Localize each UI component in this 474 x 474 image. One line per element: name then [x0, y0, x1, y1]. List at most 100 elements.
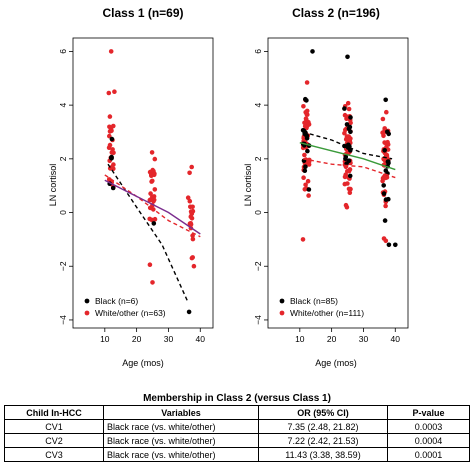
white-other-point	[344, 136, 350, 141]
class2-legend: Black (n=85) White/other (n=111)	[279, 296, 364, 318]
white-other-point	[384, 109, 389, 115]
white-other-point	[106, 90, 112, 96]
x-tick-label: 20	[327, 334, 337, 344]
class2-xlabel: Age (mos)	[315, 358, 357, 368]
purple-trajectory-line	[104, 179, 201, 235]
table-row: CV2 Black race (vs. white/other) 7.22 (2…	[4, 433, 470, 448]
green-trajectory-line	[299, 142, 396, 171]
white-other-point	[348, 136, 353, 141]
cell-p: 0.0004	[387, 433, 470, 448]
white-other-point	[152, 156, 158, 162]
white-other-point	[342, 181, 348, 187]
y-tick-label: −4	[253, 315, 263, 325]
header-or-ci: OR (95% CI)	[258, 405, 388, 420]
black-point	[345, 54, 350, 60]
x-tick-label: 10	[100, 334, 110, 344]
y-tick-label: −4	[58, 315, 68, 325]
white-other-point	[187, 198, 193, 204]
white-other-point	[302, 152, 307, 158]
white-other-point	[147, 197, 153, 203]
white-other-point	[190, 236, 196, 242]
white-other-point	[307, 157, 312, 163]
class1-title: Class 1 (n=69)	[102, 6, 183, 20]
white-other-point	[109, 164, 114, 170]
class1-xlabel: Age (mos)	[122, 358, 164, 368]
white-other-point	[385, 139, 390, 145]
class1-x-ticks: 10 20 30 40	[100, 328, 205, 344]
class2-legend-black-label: Black (n=85)	[290, 296, 338, 306]
table-row: CV1 Black race (vs. white/other) 7.35 (2…	[4, 419, 470, 434]
black-point	[382, 148, 388, 153]
cell-variable: Black race (vs. white/other)	[103, 433, 259, 448]
black-point	[109, 136, 115, 142]
class1-points	[106, 49, 197, 315]
white-other-point	[345, 100, 351, 106]
results-table: Child In-HCC Variables OR (95% CI) P-val…	[4, 405, 470, 462]
white-other-point	[149, 150, 155, 155]
black-point	[306, 187, 312, 192]
white-other-point	[383, 203, 388, 209]
header-variables: Variables	[103, 405, 259, 420]
y-tick-label: 4	[58, 102, 68, 107]
class1-legend-black-marker	[84, 298, 90, 304]
y-tick-label: 6	[253, 49, 263, 54]
white-other-point	[189, 211, 195, 216]
black-point	[310, 49, 315, 54]
red-trajectory-line	[104, 174, 201, 238]
y-tick-label: 0	[253, 210, 263, 215]
cell-variable: Black race (vs. white/other)	[103, 447, 259, 462]
black-point	[347, 173, 353, 179]
white-other-point	[188, 204, 193, 210]
y-tick-label: −2	[253, 261, 263, 271]
white-other-point	[301, 175, 306, 180]
black-point	[110, 185, 116, 191]
white-other-point	[303, 116, 309, 121]
white-other-point	[190, 255, 195, 260]
black-point	[108, 155, 114, 161]
black-point	[304, 136, 310, 141]
class2-legend-black-marker	[279, 298, 285, 304]
white-other-point	[303, 182, 308, 188]
cell-cv: CV3	[4, 447, 104, 462]
y-tick-label: 2	[253, 156, 263, 161]
class2-panel: Class 2 (n=196) LN cortisol Age (mos) 6 4…	[243, 6, 409, 368]
x-tick-label: 30	[359, 334, 369, 344]
class2-fit-lines	[299, 131, 396, 179]
class1-ylabel: LN cortisol	[48, 164, 58, 207]
red-trajectory-line	[302, 158, 396, 179]
black-point	[383, 197, 389, 202]
class1-panel: Class 1 (n=69) LN cortisol Age (mos) 6 4 2…	[48, 6, 214, 368]
class2-plot-frame	[267, 37, 409, 329]
white-other-point	[148, 191, 153, 196]
black-point	[348, 115, 353, 120]
cell-or: 7.22 (2.42, 21.53)	[258, 433, 388, 448]
white-other-point	[300, 237, 306, 242]
black-point	[151, 221, 157, 226]
class2-ylabel: LN cortisol	[243, 164, 253, 207]
white-other-point	[383, 175, 388, 181]
white-other-point	[382, 126, 388, 131]
white-other-point	[343, 172, 349, 177]
table-title: Membership in Class 2 (versus Class 1)	[143, 393, 331, 404]
class2-x-ticks: 10 20 30 40	[295, 328, 400, 344]
white-other-point	[150, 167, 155, 173]
results-table-section: Membership in Class 2 (versus Class 1) C…	[4, 392, 470, 462]
white-other-point	[342, 112, 348, 118]
cell-variable: Black race (vs. white/other)	[103, 419, 259, 434]
header-p-value: P-value	[387, 405, 470, 420]
white-other-point	[342, 130, 347, 136]
black-point	[381, 191, 387, 196]
white-other-point	[189, 164, 194, 170]
cell-or: 11.43 (3.38, 38.59)	[258, 447, 388, 462]
white-other-point	[348, 120, 353, 126]
white-other-point	[346, 168, 352, 174]
cell-p: 0.0003	[387, 419, 470, 434]
class2-legend-red-label: White/other (n=111)	[290, 308, 364, 318]
scatter-plots: Class 1 (n=69) LN cortisol Age (mos) 6 4 2…	[48, 6, 409, 368]
white-other-point	[188, 221, 193, 226]
y-tick-label: −2	[58, 261, 68, 271]
white-other-point	[187, 170, 192, 176]
black-point	[342, 106, 347, 111]
black-point	[383, 168, 389, 173]
black-point	[186, 309, 192, 315]
